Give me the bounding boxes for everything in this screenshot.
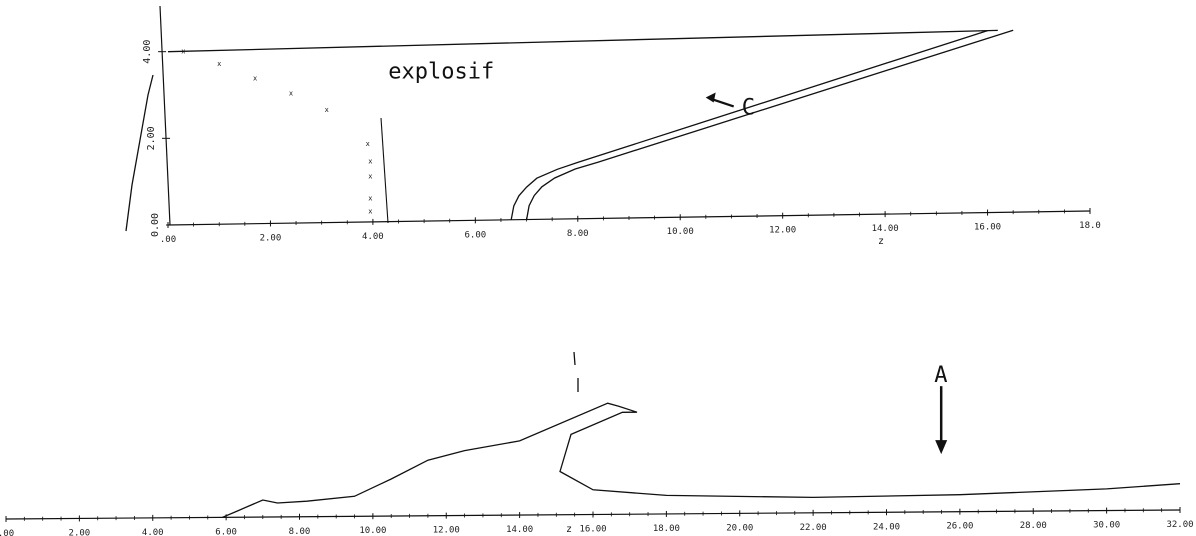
bottom-x-tick-label-15: 30.00 (1093, 521, 1120, 531)
bottom-x-tick-label-3: 6.00 (215, 527, 237, 536)
bottom-x-label: z (566, 524, 572, 535)
top-x-label: z (878, 236, 884, 247)
bottom-x-tick-label-5: 10.00 (359, 526, 386, 536)
top-marker-2: x (253, 75, 257, 83)
bottom-annotation-0: A (934, 363, 947, 388)
top-annotations: explosif C (388, 60, 755, 121)
top-y-tick-label-2: 4.00 (142, 40, 153, 64)
bottom-x-tick-label-1: 2.00 (69, 528, 91, 536)
bottom-series-group (222, 402, 1181, 518)
top-series-line-0 (510, 29, 988, 220)
bottom-x-tick-label-10: 20.00 (726, 523, 753, 533)
scan-stroke-2 (573, 351, 579, 392)
top-x-tick-label-9: 18.0 (1079, 221, 1101, 231)
bottom-x-tick-label-4: 8.00 (289, 527, 311, 536)
top-y-ticks: 0.00 2.00 4.00 (142, 40, 174, 237)
bottom-x-tick-label-14: 28.00 (1020, 521, 1047, 531)
bottom-series-line-0 (222, 402, 1181, 518)
top-x-tick-label-4: 8.00 (567, 229, 589, 239)
top-annotation-1: C (742, 95, 755, 120)
bottom-annotations: A (934, 363, 948, 455)
bottom-x-tick-label-11: 22.00 (800, 523, 827, 533)
bottom-x-tick-label-6: 12.00 (433, 526, 460, 536)
top-y-tick-label-0: 0.00 (150, 213, 161, 237)
top-series-line-1 (525, 29, 1014, 220)
top-x-tick-label-7: 14.00 (872, 224, 899, 234)
top-series-line-2 (167, 29, 998, 53)
top-annotation-0: explosif (388, 60, 494, 85)
bottom-x-tick-label-16: 32.00 (1166, 520, 1193, 530)
bottom-x-tick-label-12: 24.00 (873, 522, 900, 532)
bottom-x-tick-label-2: 4.00 (142, 528, 164, 536)
top-x-tick-label-3: 6.00 (464, 230, 486, 240)
top-x-ticks: .00 2.00 4.00 6.00 8.00 10.00 12.00 14.00 16.00 1… (160, 208, 1101, 245)
top-marker-4: x (325, 106, 329, 114)
top-x-tick-label-8: 16.00 (974, 223, 1001, 233)
top-x-tick-label-6: 12.00 (769, 226, 796, 236)
bottom-x-tick-label-8: 16.00 (579, 525, 606, 535)
top-marker-7: x (368, 173, 372, 181)
top-marker-8: x (368, 194, 372, 202)
top-marker-3: x (289, 89, 293, 97)
top-x-tick-label-2: 4.00 (362, 232, 384, 242)
bottom-x-tick-label-9: 18.00 (653, 524, 680, 534)
bottom-x-tick-label-7: 14.00 (506, 525, 533, 535)
top-y-axis (159, 5, 171, 226)
top-chart: .00 2.00 4.00 6.00 8.00 10.00 12.00 14.00 16.00 1… (125, 5, 1101, 247)
top-marker-6: x (368, 157, 372, 165)
top-marker-0: x (181, 48, 185, 56)
bottom-x-tick-label-0: .00 (0, 529, 14, 536)
top-x-tick-label-1: 2.00 (260, 233, 282, 243)
top-marker-5: x (366, 140, 370, 148)
scan-stroke (125, 74, 154, 232)
top-y-tick-label-1: 2.00 (146, 126, 157, 150)
arrow-c-head (705, 92, 716, 103)
bottom-x-ticks: .00 2.00 4.00 6.00 8.00 10.00 12.00 14.00 16.00 1… (0, 507, 1194, 536)
top-x-tick-label-5: 10.00 (667, 227, 694, 237)
vertical-marker-line (380, 117, 389, 224)
top-x-tick-label-0: .00 (160, 235, 176, 245)
bottom-chart: .00 2.00 4.00 6.00 8.00 10.00 12.00 14.00 16.00 1… (0, 351, 1194, 536)
top-marker-9: x (368, 207, 372, 215)
arrow-a-head (935, 440, 948, 455)
bottom-x-tick-label-13: 26.00 (946, 522, 973, 532)
top-marker-1: x (217, 60, 221, 68)
